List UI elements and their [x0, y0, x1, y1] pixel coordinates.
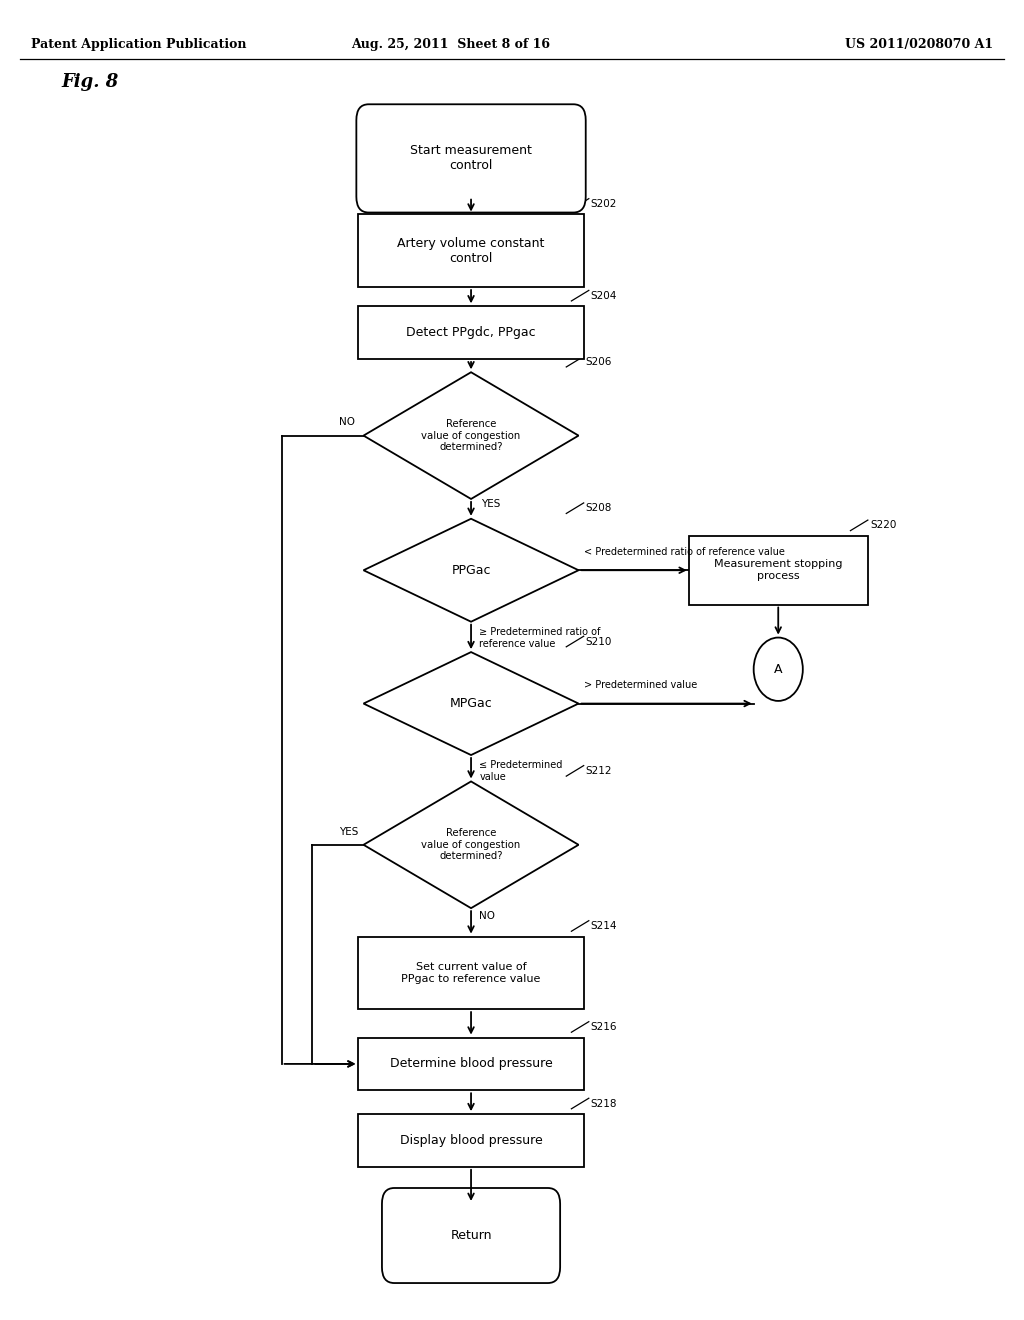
- Text: Set current value of
PPgac to reference value: Set current value of PPgac to reference …: [401, 962, 541, 983]
- Text: S214: S214: [591, 921, 617, 931]
- Text: S208: S208: [586, 503, 612, 513]
- Polygon shape: [364, 652, 579, 755]
- Text: S202: S202: [591, 199, 617, 209]
- Text: Reference
value of congestion
determined?: Reference value of congestion determined…: [422, 828, 520, 862]
- Text: US 2011/0208070 A1: US 2011/0208070 A1: [845, 38, 993, 51]
- Text: A: A: [774, 663, 782, 676]
- Text: S210: S210: [586, 636, 612, 647]
- Polygon shape: [364, 519, 579, 622]
- Text: S212: S212: [586, 766, 612, 776]
- Text: YES: YES: [481, 499, 501, 508]
- Bar: [358, 306, 584, 359]
- FancyBboxPatch shape: [382, 1188, 560, 1283]
- Polygon shape: [364, 372, 579, 499]
- Text: > Predetermined value: > Predetermined value: [584, 680, 697, 690]
- Text: Artery volume constant
control: Artery volume constant control: [397, 236, 545, 265]
- Circle shape: [754, 638, 803, 701]
- Text: Detect PPgdc, PPgac: Detect PPgdc, PPgac: [407, 326, 536, 339]
- Text: < Predetermined ratio of reference value: < Predetermined ratio of reference value: [584, 546, 784, 557]
- Bar: [688, 536, 867, 605]
- FancyBboxPatch shape: [356, 104, 586, 213]
- Bar: [358, 937, 584, 1008]
- Text: Fig. 8: Fig. 8: [61, 73, 119, 91]
- Text: Return: Return: [451, 1229, 492, 1242]
- Text: S216: S216: [591, 1022, 617, 1032]
- Text: Determine blood pressure: Determine blood pressure: [390, 1057, 552, 1071]
- Polygon shape: [364, 781, 579, 908]
- Text: S218: S218: [591, 1098, 617, 1109]
- Text: NO: NO: [339, 417, 355, 428]
- Text: S204: S204: [591, 290, 617, 301]
- Text: MPGac: MPGac: [450, 697, 493, 710]
- Text: Reference
value of congestion
determined?: Reference value of congestion determined…: [422, 418, 520, 453]
- Text: S206: S206: [586, 356, 612, 367]
- Text: Display blood pressure: Display blood pressure: [399, 1134, 543, 1147]
- Bar: [358, 1114, 584, 1167]
- Bar: [358, 214, 584, 286]
- Text: YES: YES: [339, 826, 358, 837]
- Text: NO: NO: [479, 911, 496, 921]
- Text: Measurement stopping
process: Measurement stopping process: [714, 560, 843, 581]
- Text: Start measurement
control: Start measurement control: [410, 144, 532, 173]
- Text: PPGac: PPGac: [452, 564, 490, 577]
- Text: ≤ Predetermined
value: ≤ Predetermined value: [479, 760, 562, 781]
- Text: S220: S220: [870, 520, 896, 531]
- Text: Patent Application Publication: Patent Application Publication: [31, 38, 246, 51]
- Text: ≥ Predetermined ratio of
reference value: ≥ Predetermined ratio of reference value: [479, 627, 601, 648]
- Text: Aug. 25, 2011  Sheet 8 of 16: Aug. 25, 2011 Sheet 8 of 16: [351, 38, 550, 51]
- Bar: [358, 1038, 584, 1090]
